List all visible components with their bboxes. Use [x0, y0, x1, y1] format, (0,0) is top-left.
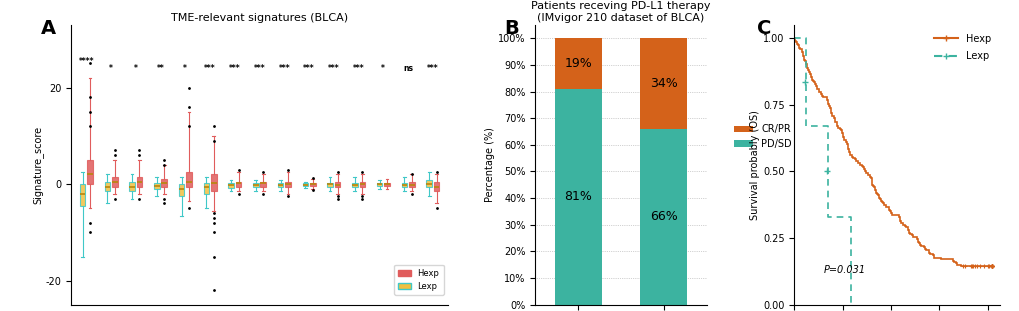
Text: ***: ***: [228, 64, 240, 73]
Legend: Hexp, Lexp: Hexp, Lexp: [393, 265, 443, 295]
PathPatch shape: [260, 182, 266, 187]
PathPatch shape: [384, 183, 389, 186]
PathPatch shape: [352, 183, 358, 187]
PathPatch shape: [211, 174, 216, 191]
PathPatch shape: [277, 183, 283, 187]
Text: ***: ***: [278, 64, 289, 73]
PathPatch shape: [285, 182, 290, 187]
PathPatch shape: [178, 184, 184, 196]
Text: ***: ***: [427, 64, 438, 73]
PathPatch shape: [401, 183, 407, 187]
PathPatch shape: [433, 182, 439, 191]
Bar: [640, 38, 687, 129]
Y-axis label: Survival probably (OS): Survival probably (OS): [750, 110, 759, 220]
Text: *: *: [381, 64, 385, 73]
PathPatch shape: [310, 183, 315, 186]
Bar: [554, 89, 601, 305]
Text: *: *: [109, 64, 113, 73]
PathPatch shape: [235, 182, 242, 187]
Text: 19%: 19%: [564, 57, 592, 70]
Text: ns: ns: [403, 64, 413, 73]
Text: 34%: 34%: [649, 77, 677, 90]
Text: C: C: [757, 19, 771, 38]
PathPatch shape: [327, 183, 332, 187]
PathPatch shape: [112, 177, 117, 187]
PathPatch shape: [129, 182, 135, 191]
Y-axis label: Percentage (%): Percentage (%): [485, 128, 495, 202]
PathPatch shape: [154, 183, 159, 189]
Text: *: *: [133, 64, 138, 73]
Text: ****: ****: [78, 57, 94, 66]
Text: 81%: 81%: [564, 190, 592, 203]
PathPatch shape: [186, 172, 192, 187]
PathPatch shape: [426, 180, 431, 187]
Text: ***: ***: [353, 64, 364, 73]
Text: P=0.031: P=0.031: [822, 265, 864, 275]
Title: Patients receving PD-L1 therapy
(IMvigor 210 dataset of BLCA): Patients receving PD-L1 therapy (IMvigor…: [531, 1, 710, 23]
PathPatch shape: [359, 182, 365, 187]
Bar: [554, 38, 601, 89]
Y-axis label: Signature_score: Signature_score: [32, 126, 43, 204]
PathPatch shape: [303, 183, 308, 186]
Text: ***: ***: [204, 64, 216, 73]
Text: ***: ***: [328, 64, 339, 73]
PathPatch shape: [137, 177, 142, 187]
PathPatch shape: [161, 179, 167, 187]
PathPatch shape: [104, 182, 110, 191]
Text: **: **: [157, 64, 164, 73]
PathPatch shape: [79, 184, 86, 206]
Title: TME-relevant signatures (BLCA): TME-relevant signatures (BLCA): [171, 13, 347, 23]
Text: *: *: [183, 64, 187, 73]
Legend: Hexp, Lexp: Hexp, Lexp: [928, 30, 994, 65]
PathPatch shape: [87, 160, 93, 184]
PathPatch shape: [376, 183, 382, 186]
Text: ***: ***: [303, 64, 315, 73]
Bar: [640, 129, 687, 305]
PathPatch shape: [409, 182, 414, 187]
PathPatch shape: [204, 183, 209, 194]
PathPatch shape: [228, 183, 233, 188]
Text: ***: ***: [254, 64, 265, 73]
Legend: CR/PR, PD/SD: CR/PR, PD/SD: [730, 121, 795, 153]
Text: A: A: [41, 19, 56, 38]
PathPatch shape: [334, 182, 340, 187]
Text: B: B: [504, 19, 519, 38]
PathPatch shape: [253, 183, 259, 187]
Text: 66%: 66%: [649, 210, 677, 223]
